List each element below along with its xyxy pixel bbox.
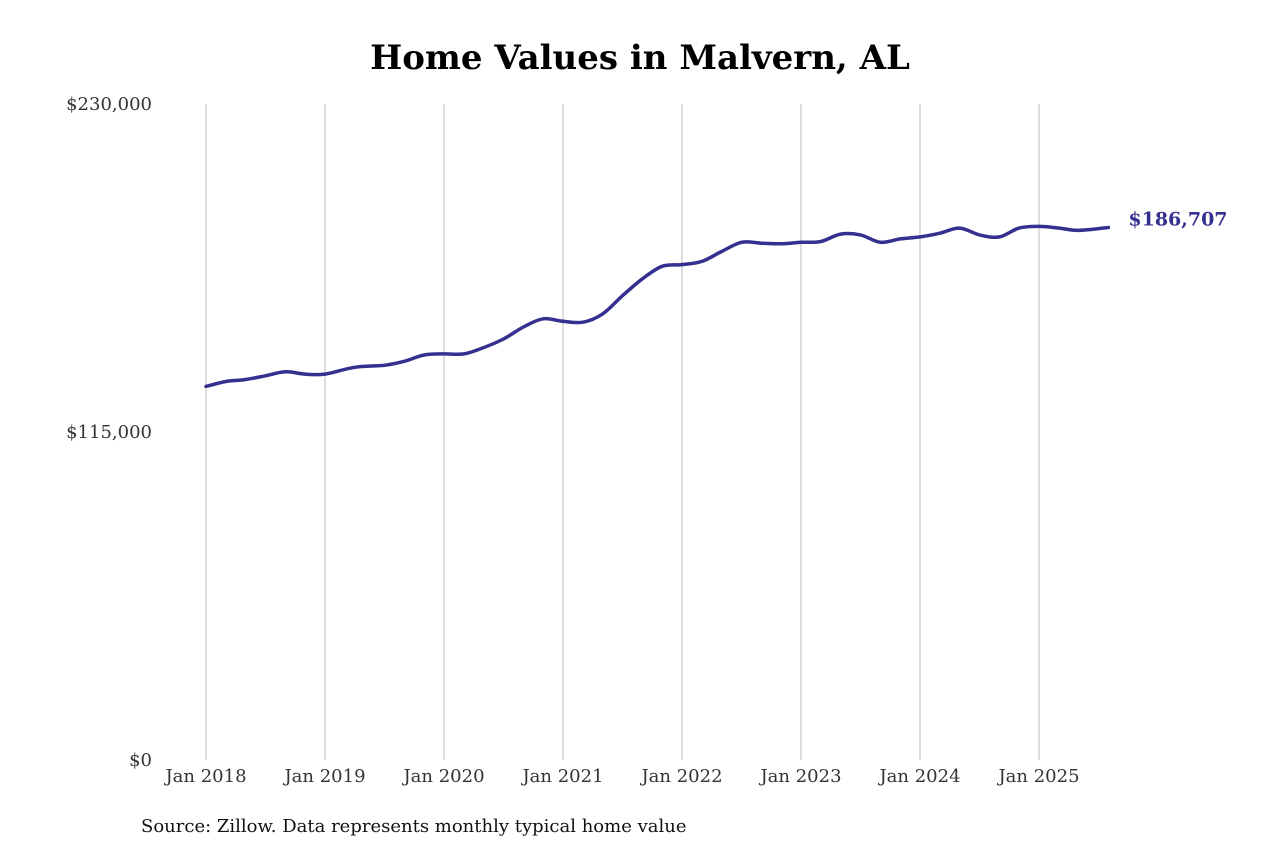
series-line bbox=[204, 224, 1111, 389]
x-tick-label: Jan 2019 bbox=[282, 766, 365, 787]
x-tick-label: Jan 2025 bbox=[996, 766, 1079, 787]
x-tick-label: Jan 2021 bbox=[520, 766, 603, 787]
source-note: Source: Zillow. Data represents monthly … bbox=[141, 816, 687, 837]
chart-title: Home Values in Malvern, AL bbox=[370, 38, 910, 78]
x-tick-label: Jan 2022 bbox=[639, 766, 722, 787]
x-tick-label: Jan 2018 bbox=[163, 766, 246, 787]
x-tick-label: Jan 2024 bbox=[877, 766, 960, 787]
end-value-label: $186,707 bbox=[1128, 208, 1227, 230]
series-lines bbox=[204, 224, 1111, 389]
x-tick-label: Jan 2023 bbox=[758, 766, 841, 787]
y-tick-label: $230,000 bbox=[66, 94, 152, 115]
grid-lines bbox=[205, 104, 1040, 760]
x-tick-labels: Jan 2018 Jan 2019 Jan 2020 Jan 2021 Jan 2022… bbox=[163, 766, 1079, 787]
y-tick-labels: $0 $115,000 $230,000 bbox=[66, 94, 152, 771]
x-tick-label: Jan 2020 bbox=[401, 766, 484, 787]
y-tick-label: $0 bbox=[129, 750, 152, 771]
y-tick-label: $115,000 bbox=[66, 422, 152, 443]
